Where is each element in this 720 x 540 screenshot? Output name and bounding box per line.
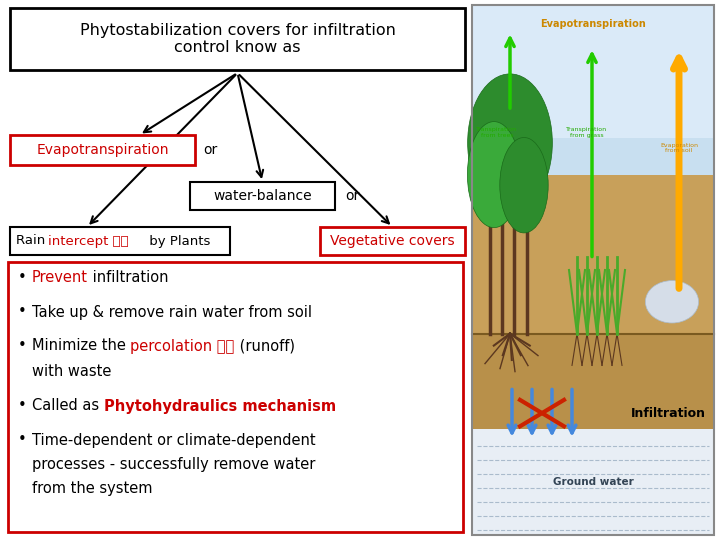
Text: Phytohydraulics mechanism: Phytohydraulics mechanism	[104, 399, 336, 414]
Ellipse shape	[645, 281, 698, 323]
Text: Evapotranspiration: Evapotranspiration	[36, 143, 168, 157]
Text: Transpiration
from trees: Transpiration from trees	[477, 127, 518, 138]
Text: Minimize the: Minimize the	[32, 339, 130, 354]
Ellipse shape	[500, 138, 548, 233]
Text: •: •	[18, 399, 27, 414]
Ellipse shape	[467, 122, 521, 227]
Text: Infiltration: Infiltration	[631, 407, 706, 420]
Text: by Plants: by Plants	[145, 234, 210, 247]
Text: Phytostabilization covers for infiltration
control know as: Phytostabilization covers for infiltrati…	[80, 23, 395, 55]
Text: or: or	[345, 189, 359, 203]
Text: or: or	[203, 143, 217, 157]
Bar	[472, 174, 714, 334]
FancyBboxPatch shape	[10, 8, 465, 70]
Text: Vegetative covers: Vegetative covers	[330, 234, 455, 248]
Text: Take up & remove rain water from soil: Take up & remove rain water from soil	[32, 305, 312, 320]
Text: infiltration: infiltration	[88, 271, 168, 286]
Bar	[472, 5, 714, 334]
FancyBboxPatch shape	[10, 227, 230, 255]
FancyBboxPatch shape	[320, 227, 465, 255]
FancyBboxPatch shape	[10, 135, 195, 165]
Text: Ground water: Ground water	[553, 477, 634, 487]
Ellipse shape	[468, 74, 552, 212]
Text: •: •	[18, 305, 27, 320]
Text: intercept 차단: intercept 차단	[48, 234, 129, 247]
Text: Prevent: Prevent	[32, 271, 88, 286]
Bar	[472, 5, 714, 138]
Text: Evapotranspiration: Evapotranspiration	[540, 18, 646, 29]
Text: Evaporation
from soil: Evaporation from soil	[660, 143, 698, 153]
Text: water-balance: water-balance	[213, 189, 312, 203]
Text: with waste: with waste	[32, 364, 112, 380]
FancyBboxPatch shape	[8, 262, 463, 532]
Bar	[472, 429, 714, 535]
Text: percolation 여과: percolation 여과	[130, 339, 235, 354]
Text: •: •	[18, 339, 27, 354]
FancyBboxPatch shape	[190, 182, 335, 210]
Text: (runoff): (runoff)	[235, 339, 294, 354]
Bar	[472, 334, 714, 535]
Text: processes - successfully remove water: processes - successfully remove water	[32, 456, 315, 471]
Text: Called as: Called as	[32, 399, 104, 414]
Text: Time-dependent or climate-dependent: Time-dependent or climate-dependent	[32, 433, 315, 448]
Text: Transpiration
from grass: Transpiration from grass	[567, 127, 608, 138]
Text: from the system: from the system	[32, 481, 153, 496]
Text: •: •	[18, 271, 27, 286]
Text: Rain: Rain	[16, 234, 50, 247]
Text: •: •	[18, 433, 27, 448]
